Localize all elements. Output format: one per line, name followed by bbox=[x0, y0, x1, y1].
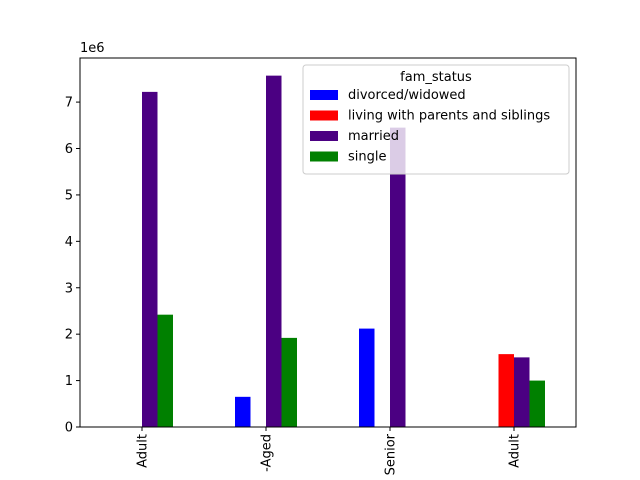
bar bbox=[359, 328, 375, 427]
y-offset-label: 1e6 bbox=[80, 41, 105, 56]
legend: fam_status divorced/widowed living with pa… bbox=[302, 64, 570, 175]
bar bbox=[157, 314, 173, 427]
bar bbox=[281, 337, 297, 427]
y-tick-label: 0 bbox=[65, 421, 73, 436]
legend-swatch bbox=[310, 151, 338, 162]
legend-title: fam_status bbox=[400, 70, 472, 85]
legend-entry-label: married bbox=[348, 129, 399, 144]
y-tick-label: 4 bbox=[65, 235, 73, 250]
axes-frame bbox=[79, 57, 577, 428]
bars-layer bbox=[142, 75, 545, 428]
y-tick-label: 1 bbox=[65, 374, 73, 389]
bar bbox=[235, 396, 251, 427]
bar bbox=[390, 127, 406, 427]
bar bbox=[266, 75, 282, 428]
y-tick-label: 7 bbox=[65, 96, 73, 111]
legend-swatch bbox=[310, 90, 338, 100]
bar bbox=[498, 354, 514, 427]
x-tick-label: -Aged bbox=[260, 434, 275, 472]
legend-entry-label: single bbox=[348, 150, 387, 165]
bar bbox=[142, 91, 158, 427]
y-axis: 0 1 2 3 4 5 6 7 bbox=[65, 96, 80, 436]
x-axis: Adult -Aged Senior Adult bbox=[136, 427, 523, 475]
x-tick-label: Senior bbox=[384, 433, 399, 475]
legend-entry-label: living with parents and siblings bbox=[348, 109, 550, 124]
legend-box bbox=[302, 64, 570, 175]
x-tick-label: Adult bbox=[136, 434, 151, 468]
y-tick-label: 5 bbox=[65, 188, 73, 203]
legend-entry-label: divorced/widowed bbox=[348, 88, 466, 103]
y-tick-label: 2 bbox=[65, 328, 73, 343]
bar bbox=[514, 357, 530, 427]
legend-swatch bbox=[310, 131, 338, 141]
y-tick-label: 6 bbox=[65, 142, 73, 157]
legend-swatch bbox=[310, 110, 338, 121]
bar bbox=[529, 380, 545, 427]
x-tick-label: Adult bbox=[508, 434, 523, 468]
y-tick-label: 3 bbox=[65, 281, 73, 296]
